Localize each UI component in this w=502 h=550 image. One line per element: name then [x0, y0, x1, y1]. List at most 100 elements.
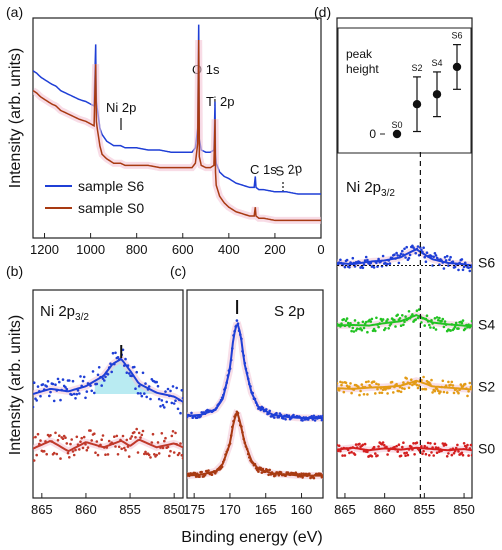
panel-d-point-s2-9 [345, 384, 349, 388]
panel-d-point-s2-8 [344, 381, 348, 385]
panel-b-point-s6-20 [56, 377, 60, 381]
panel-d-point-s4-45 [386, 318, 389, 321]
panel-d-point-s6-100 [448, 258, 451, 262]
panel-d-label: (d) [314, 4, 331, 20]
panel-d-point-s2-24 [362, 393, 366, 396]
panel-d-point-s4-52 [394, 325, 397, 328]
panel-b-point-s0-117 [178, 451, 181, 455]
panel-d-point-s0-113 [462, 442, 466, 445]
panel-b-point-s0-78 [129, 437, 132, 440]
panel-d-point-s2-102 [450, 380, 454, 384]
x-tick-label-a-0: 1200 [30, 242, 59, 257]
panel-b-point-s0-14 [49, 434, 52, 437]
panel-b-point-s0-90 [144, 450, 147, 454]
panel-b-point-s0-84 [136, 451, 140, 454]
panel-d-point-s0-87 [433, 442, 437, 446]
panel-d-fit-s2 [337, 379, 472, 391]
panel-d-point-s0-81 [426, 441, 430, 445]
panel-d-point-s4-24 [362, 326, 366, 330]
panel-c-point-s0-63 [257, 470, 260, 473]
panel-c-point-s6-94 [292, 413, 295, 417]
panel-b-fit-s6 [33, 357, 183, 403]
panel-d-point-s2-97 [444, 384, 448, 388]
panel-d-point-s4-120 [470, 319, 472, 323]
panel-c-point-s0-73 [268, 468, 272, 472]
panel-d-point-s0-61 [404, 454, 407, 458]
panel-b-point-s0-94 [149, 456, 152, 459]
panel-d-point-s6-73 [417, 254, 421, 257]
panel-d-point-s0-58 [401, 445, 404, 449]
panel-d-point-s0-16 [353, 453, 357, 456]
panel-b-point-s0-93 [147, 453, 151, 457]
panel-d-point-s2-59 [402, 381, 405, 384]
panel-d-point-s0-27 [366, 450, 369, 454]
panel-d-point-s6-27 [366, 258, 369, 262]
panel-d-point-s2-67 [411, 383, 414, 387]
panel-c-fit-s0 [187, 412, 323, 477]
panel-b-point-s0-19 [55, 452, 59, 456]
panel-d-point-s2-87 [433, 389, 437, 393]
panel-d-point-s2-76 [421, 387, 424, 391]
panel-d-plot [337, 244, 472, 458]
panel-d-point-s6-24 [362, 263, 366, 267]
panel-d-point-s4-91 [438, 316, 441, 320]
panel-b-point-s6-112 [171, 385, 175, 388]
panel-b-point-s0-96 [151, 432, 155, 436]
panel-b-point-s0-89 [143, 452, 146, 456]
panel-d-point-s2-55 [397, 389, 401, 393]
panel-b-point-s6-32 [71, 379, 75, 383]
panel-b-point-s0-24 [61, 437, 65, 441]
panel-b-point-s0-47 [90, 439, 93, 442]
panel-d-point-s6-75 [420, 248, 423, 252]
panel-d-point-s0-11 [348, 451, 351, 455]
panel-b-point-s0-55 [100, 438, 103, 442]
panel-d-point-s0-33 [372, 445, 376, 449]
panel-b-point-s6-56 [101, 377, 105, 380]
panel-b-point-s0-32 [71, 450, 75, 453]
panel-b-point-s0-118 [179, 442, 182, 445]
panel-d-point-s6-51 [393, 253, 396, 256]
inset-point-label-s0: S0 [391, 120, 402, 130]
panel-d-point-s2-95 [442, 390, 446, 394]
panel-b-point-s6-87 [140, 394, 144, 398]
panel-a-plot [33, 24, 321, 224]
panel-b-point-s0-73 [123, 446, 126, 450]
panel-d-point-s6-118 [468, 269, 472, 273]
inset-point-label-s2: S2 [411, 63, 422, 73]
panel-b-point-s6-91 [145, 395, 148, 399]
panel-b-point-s6-72 [121, 348, 125, 352]
panel-b-point-s6-52 [96, 373, 100, 377]
panel-c-label: (c) [170, 263, 186, 279]
panel-d-point-s4-23 [361, 320, 365, 324]
panel-b-point-s0-81 [133, 431, 136, 434]
panel-d-inset-plot: S0 S2 S4 S6 [380, 31, 463, 139]
panel-d-point-s0-107 [456, 443, 459, 447]
panel-d-point-s6-60 [403, 247, 406, 251]
panel-d-point-s2-71 [415, 383, 419, 387]
panel-d-point-s2-20 [358, 393, 361, 397]
panel-b-point-s0-6 [39, 439, 42, 442]
panel-d-point-s4-22 [360, 328, 364, 332]
panel-c-point-s0-22 [210, 473, 214, 477]
panel-b-point-s0-4 [36, 432, 40, 436]
panel-d-point-s6-70 [414, 251, 418, 255]
panel-b-point-s0-95 [150, 441, 154, 444]
x-tick-label-c-1: 170 [219, 502, 241, 517]
panel-d-point-s0-77 [422, 449, 425, 453]
panel-b-point-s6-113 [172, 402, 176, 405]
panel-c-point-s0-102 [301, 476, 304, 479]
panel-d-point-s6-7 [343, 265, 347, 269]
series-line-sample-s0 [33, 39, 321, 222]
panel-d-point-s2-90 [437, 389, 440, 393]
panel-b-point-s6-93 [147, 385, 151, 388]
panel-b-point-s0-120 [181, 457, 183, 460]
panel-d-point-s0-83 [429, 442, 432, 445]
panel-d-point-s0-41 [381, 441, 385, 444]
panel-c-fit-s6 [187, 324, 323, 419]
panel-d-point-s6-11 [348, 266, 351, 269]
panel-d-point-s4-56 [398, 317, 402, 320]
panel-d-point-s2-84 [430, 378, 433, 382]
panel-b-point-s0-101 [157, 452, 161, 455]
panel-d-point-s2-4 [340, 383, 343, 387]
